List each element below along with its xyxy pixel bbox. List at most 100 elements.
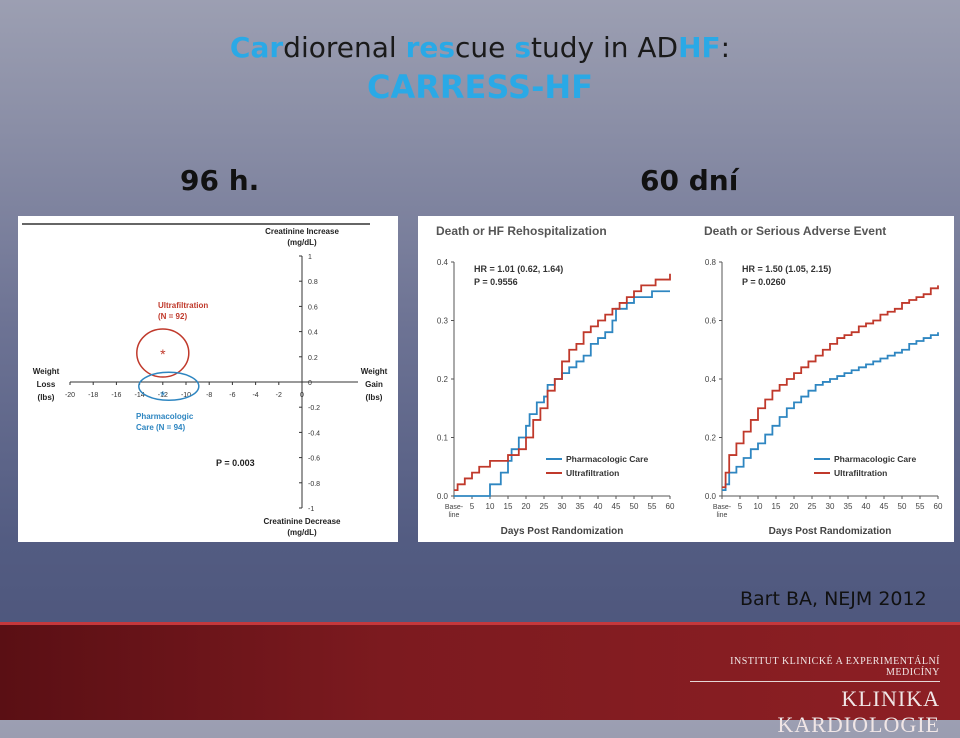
title-part: HF	[678, 31, 721, 64]
y-label-top: Creatinine Increase	[265, 227, 339, 236]
y-tick-label: 0.6	[705, 317, 717, 326]
x-tick-label: -18	[88, 392, 98, 399]
y-tick-label: 0.4	[437, 258, 449, 267]
y-tick-label: 0.2	[308, 355, 318, 362]
y-tick-label: 0.0	[705, 492, 717, 501]
x-label-left: (lbs)	[38, 393, 55, 402]
title-part: tudy in AD	[530, 31, 679, 64]
km-line-ultrafiltration	[454, 273, 671, 492]
ultrafiltration-label: Ultrafiltration	[158, 301, 208, 310]
pharmacologic-ellipse	[138, 371, 200, 402]
x-tick-label: -16	[111, 392, 121, 399]
x-tick-label: 55	[648, 502, 657, 511]
x-tick-label: 35	[576, 502, 585, 511]
x-tick-label: 15	[504, 502, 513, 511]
x-tick-label: 15	[772, 502, 781, 511]
y-tick-label: 0.1	[437, 434, 449, 443]
x-tick-label: 55	[916, 502, 925, 511]
km-line-ultrafiltration	[722, 285, 939, 489]
institution-logo: INSTITUT KLINICKÉ A EXPERIMENTÁLNÍ MEDIC…	[690, 656, 940, 738]
x-axis-label: Days Post Randomization	[501, 526, 624, 537]
ultrafiltration-ellipse	[136, 328, 190, 378]
x-tick-label: 5	[738, 502, 743, 511]
title-part: res	[405, 31, 456, 64]
legend-label: Ultrafiltration	[834, 468, 887, 478]
footer-divider	[0, 622, 960, 625]
x-tick-label: 10	[486, 502, 495, 511]
x-tick-label: -12	[158, 392, 168, 399]
legend-label: Pharmacologic Care	[834, 454, 916, 464]
x-tick-label: 50	[630, 502, 639, 511]
y-tick-label: 0.3	[437, 317, 449, 326]
x-axis-label: Days Post Randomization	[769, 526, 892, 537]
institution-name: INSTITUT KLINICKÉ A EXPERIMENTÁLNÍ MEDIC…	[690, 656, 940, 682]
y-tick-label: 0.4	[705, 375, 717, 384]
title-part: cue	[455, 31, 515, 64]
y-tick-label: -0.2	[308, 405, 320, 412]
p-value-annotation: P = 0.003	[216, 458, 255, 468]
source-citation: Bart BA, NEJM 2012	[740, 588, 927, 610]
y-tick-label: -0.4	[308, 430, 320, 437]
title-part: diorenal	[283, 31, 406, 64]
x-tick-label: 45	[612, 502, 621, 511]
x-tick-label: 20	[790, 502, 799, 511]
x-tick-label: 10	[754, 502, 763, 511]
pharmacologic-label: Pharmacologic	[136, 412, 194, 421]
x-tick-label: -10	[181, 392, 191, 399]
km-line-pharmacologic-care	[454, 290, 670, 497]
x-tick-label: 50	[898, 502, 907, 511]
footer-bar: INSTITUT KLINICKÉ A EXPERIMENTÁLNÍ MEDIC…	[0, 622, 960, 737]
title-part: :	[720, 31, 731, 64]
x-tick-label: 0	[300, 392, 304, 399]
title-line: Cardiorenal rescue study in ADHF:	[0, 30, 960, 66]
y-tick-label: 0.0	[437, 492, 449, 501]
x-tick-label: -4	[252, 392, 258, 399]
y-tick-label: 0.4	[308, 330, 318, 337]
x-tick-label: 20	[522, 502, 531, 511]
x-tick-label: 5	[470, 502, 475, 511]
weight-creatinine-panel: 1 0.8 0.6 0.4 0.2 0 -0.2 -0.4 -0.6 -0.8 -1 -20 -18 -1…	[18, 216, 398, 542]
x-tick-label: line	[717, 512, 728, 519]
pharmacologic-label: Care (N = 94)	[136, 423, 185, 432]
x-tick-label: Base-	[445, 504, 464, 511]
y-tick-label: -0.8	[308, 481, 320, 488]
x-tick-label: -8	[206, 392, 212, 399]
y-tick-label: 0.6	[308, 304, 318, 311]
stats-text: HR = 1.50 (1.05, 2.15)	[742, 264, 831, 274]
y-tick-label: 0.2	[705, 434, 717, 443]
title-part: s	[514, 31, 531, 64]
x-tick-label: 30	[826, 502, 835, 511]
pharmacologic-point: *	[160, 387, 166, 403]
y-tick-label: 0.2	[437, 375, 449, 384]
y-tick-label: -0.6	[308, 456, 320, 463]
x-label-left: Weight	[33, 367, 60, 376]
x-tick-label: 35	[844, 502, 853, 511]
x-tick-label: line	[449, 512, 460, 519]
x-tick-label: 45	[880, 502, 889, 511]
x-tick-label: -2	[276, 392, 282, 399]
y-tick-label: -1	[308, 506, 314, 513]
stats-text: HR = 1.01 (0.62, 1.64)	[474, 264, 563, 274]
y-tick-label: 1	[308, 254, 312, 261]
stats-text: P = 0.9556	[474, 277, 518, 287]
x-label-right: Weight	[361, 367, 388, 376]
x-tick-label: 40	[594, 502, 603, 511]
x-label-right: (lbs)	[366, 393, 383, 402]
ultrafiltration-point: *	[160, 346, 166, 362]
legend-label: Ultrafiltration	[566, 468, 619, 478]
km-chart-hf-rehosp: Death or HF Rehospitalization 0.0 0.1 0.2 0.…	[436, 224, 675, 537]
x-tick-label: Base-	[713, 504, 732, 511]
x-tick-label: 60	[934, 502, 943, 511]
y-label-bottom: Creatinine Decrease	[264, 517, 341, 526]
km-chart-sae: Death or Serious Adverse Event 0.0 0.2 0.4 0…	[704, 224, 943, 537]
slide-title: Cardiorenal rescue study in ADHF: CARRES…	[0, 30, 960, 108]
y-label-top: (mg/dL)	[287, 238, 317, 247]
y-tick-label: 0	[308, 380, 312, 387]
x-label-right: Gain	[365, 380, 383, 389]
x-tick-label: 25	[808, 502, 817, 511]
y-tick-label: 0.8	[705, 258, 717, 267]
title-part: Car	[229, 31, 284, 64]
department-name: KLINIKA KARDIOLOGIE	[777, 686, 940, 737]
right-period-label: 60 dní	[640, 164, 739, 197]
x-tick-label: 40	[862, 502, 871, 511]
